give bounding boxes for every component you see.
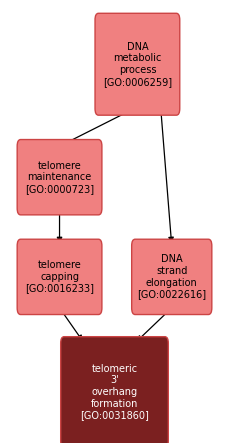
Text: DNA
metabolic
process
[GO:0006259]: DNA metabolic process [GO:0006259] bbox=[103, 42, 172, 87]
FancyBboxPatch shape bbox=[132, 239, 212, 315]
Text: DNA
strand
elongation
[GO:0022616]: DNA strand elongation [GO:0022616] bbox=[137, 254, 206, 299]
FancyBboxPatch shape bbox=[17, 239, 102, 315]
FancyBboxPatch shape bbox=[95, 13, 180, 115]
Text: telomeric
3'
overhang
formation
[GO:0031860]: telomeric 3' overhang formation [GO:0031… bbox=[80, 364, 149, 420]
Text: telomere
capping
[GO:0016233]: telomere capping [GO:0016233] bbox=[25, 260, 94, 293]
FancyBboxPatch shape bbox=[61, 337, 168, 443]
FancyBboxPatch shape bbox=[17, 140, 102, 215]
Text: telomere
maintenance
[GO:0000723]: telomere maintenance [GO:0000723] bbox=[25, 161, 94, 194]
